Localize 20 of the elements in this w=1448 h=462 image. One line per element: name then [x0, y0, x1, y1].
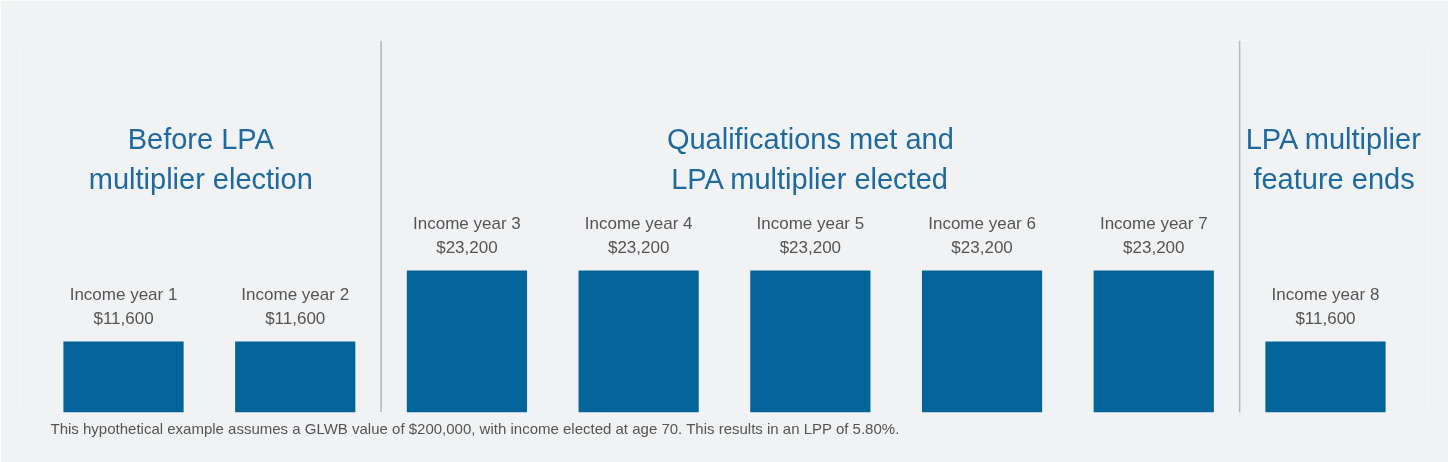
data-label: $11,600 [1295, 308, 1356, 328]
x-tick-label: Income year 7 [1099, 213, 1208, 233]
x-tick-label: Income year 1 [69, 284, 178, 304]
text: LPA multiplier feature ends [1245, 122, 1422, 195]
text: Before LPA multiplier election [88, 122, 313, 195]
data-label: $23,200 [607, 237, 670, 257]
x-tick-label: Income year 2 [241, 284, 350, 304]
data-label: $23,200 [436, 237, 498, 257]
data-label: $23,200 [951, 237, 1013, 257]
x-tick-label: Income year 8 [1271, 284, 1380, 304]
data-label: $11,600 [93, 308, 154, 328]
data-label: $23,200 [1123, 237, 1185, 257]
text: Qualifications met and LPA multiplier elected [666, 122, 954, 195]
x-tick-label: Income year 4 [584, 213, 693, 233]
text: This hypothetical example assumes a GLWB value of $200,000, with income elected at age 70. This results in an LPP of 5.80%. [50, 419, 900, 437]
x-tick-label: Income year 3 [413, 213, 521, 233]
x-tick-label: Income year 6 [928, 213, 1036, 233]
data-label: $23,200 [779, 237, 842, 257]
x-tick-label: Income year 5 [756, 213, 865, 233]
data-label: $11,600 [265, 308, 326, 328]
